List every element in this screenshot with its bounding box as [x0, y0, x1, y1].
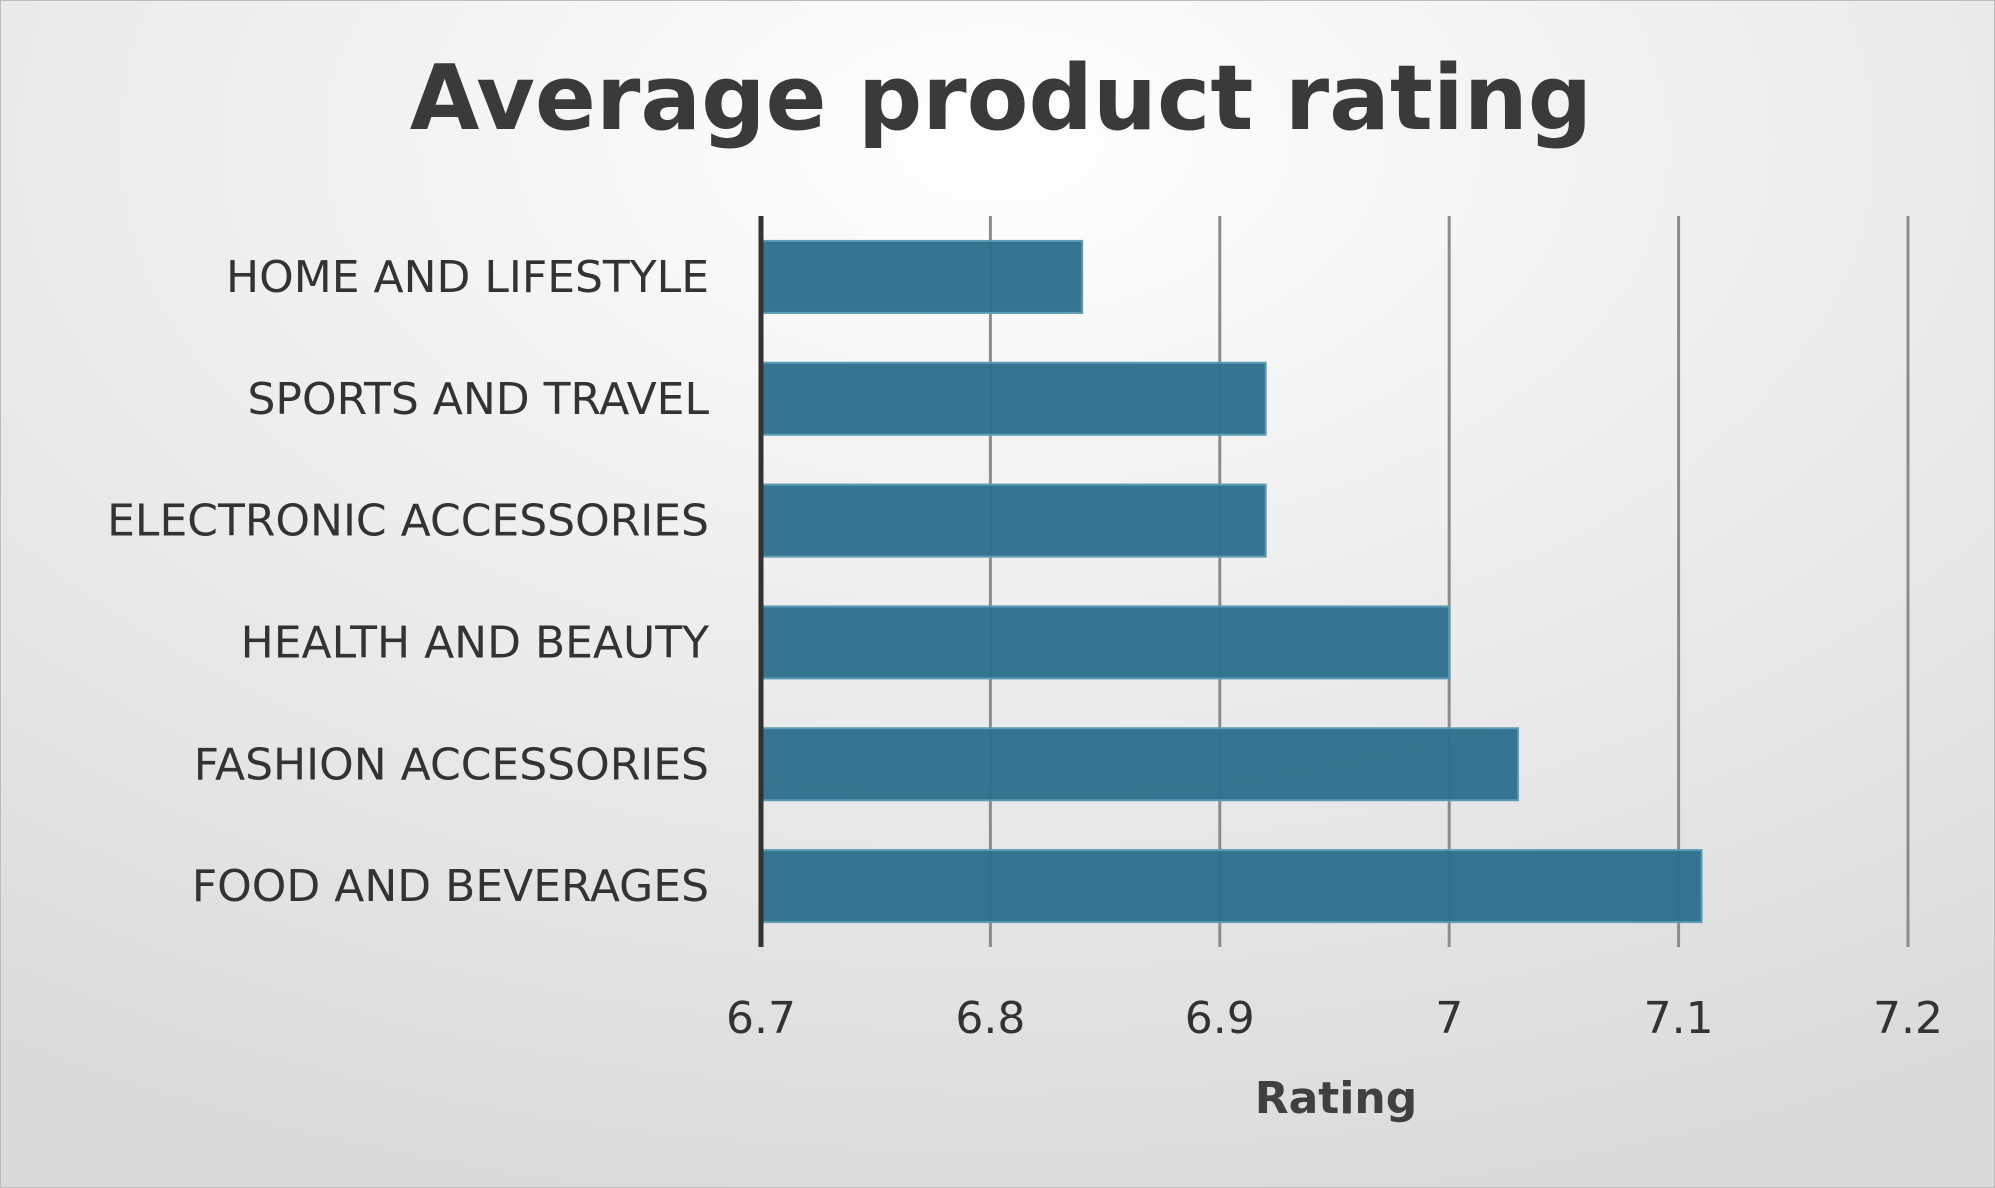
x-tick-label: 7 — [1435, 993, 1463, 1044]
bar — [760, 727, 1520, 802]
category-label: SPORTS AND TRAVEL — [247, 374, 709, 425]
bar — [760, 849, 1703, 924]
category-label: HOME AND LIFESTYLE — [226, 252, 709, 303]
category-label: FOOD AND BEVERAGES — [192, 861, 709, 912]
x-tick-label: 6.8 — [955, 993, 1025, 1044]
category-label: FASHION ACCESSORIES — [194, 739, 709, 790]
x-tick-label: 6.9 — [1185, 993, 1255, 1044]
bar — [760, 605, 1451, 680]
bars — [760, 239, 1703, 924]
category-labels: HOME AND LIFESTYLE SPORTS AND TRAVEL ELECT… — [107, 252, 709, 912]
x-axis-title: Rating — [1255, 1073, 1418, 1124]
bar — [760, 483, 1267, 558]
gridlines — [988, 216, 1910, 947]
bar — [760, 239, 1084, 314]
chart-title: Average product rating — [410, 46, 1592, 151]
bar — [760, 361, 1267, 436]
x-tick-labels: 6.7 6.8 6.9 7 7.1 7.2 — [726, 993, 1943, 1044]
x-tick-label: 7.2 — [1873, 993, 1943, 1044]
x-tick-label: 6.7 — [726, 993, 796, 1044]
category-label: ELECTRONIC ACCESSORIES — [107, 496, 709, 547]
category-label: HEALTH AND BEAUTY — [241, 617, 709, 668]
x-tick-label: 7.1 — [1644, 993, 1714, 1044]
